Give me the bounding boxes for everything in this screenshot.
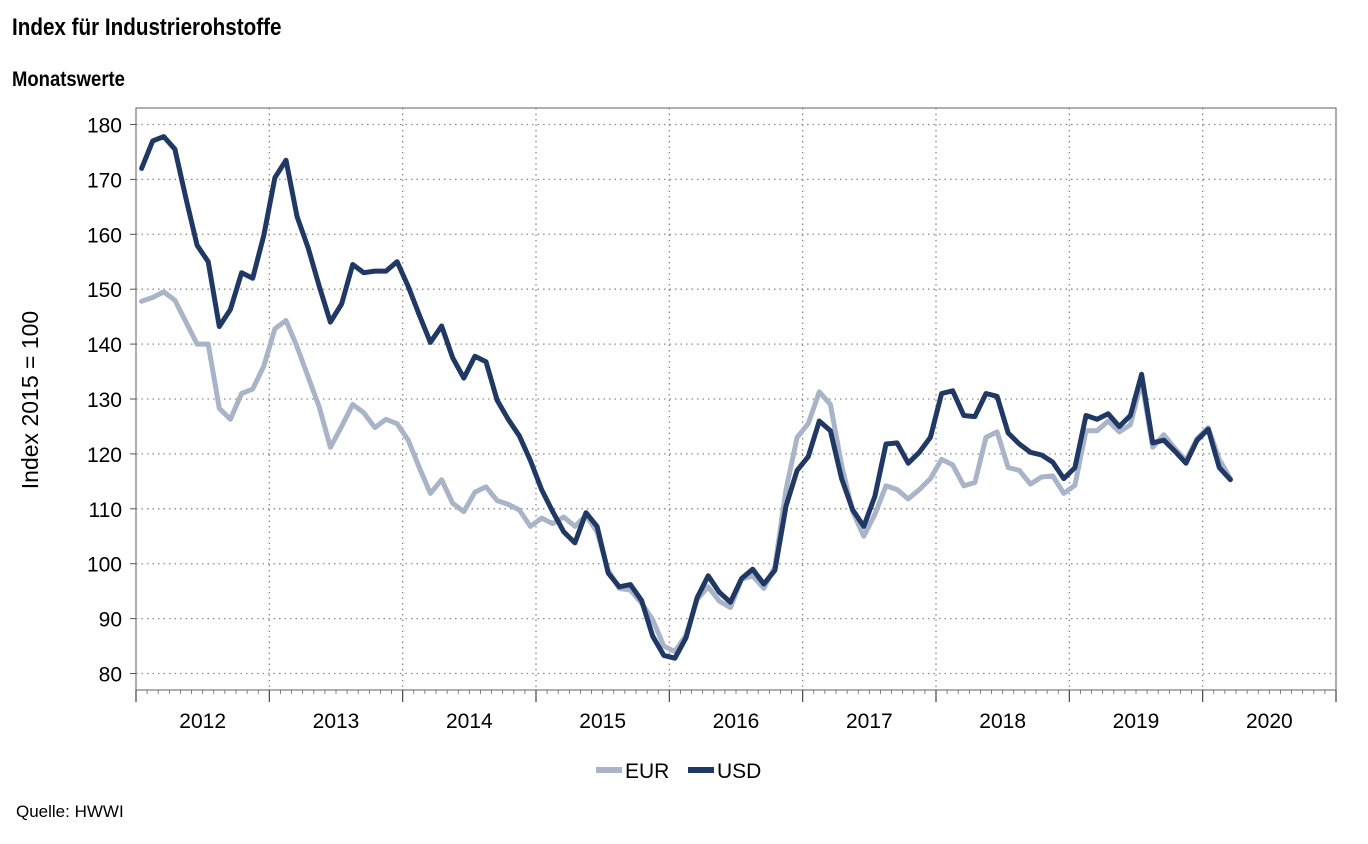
y-tick-label: 100 — [87, 554, 122, 577]
x-tick-label: 2014 — [446, 710, 493, 733]
x-tick-label: 2015 — [579, 710, 626, 733]
series-line-eur — [139, 289, 1233, 655]
chart-subtitle: Monatswerte — [12, 68, 125, 91]
x-tick-label: 2020 — [1246, 710, 1293, 733]
grid-lines — [136, 108, 1336, 690]
y-tick-label: 180 — [87, 114, 122, 137]
chart-title: Index für Industrierohstoffe — [12, 14, 282, 41]
legend-label-usd: USD — [717, 760, 761, 783]
y-tick-label: 130 — [87, 389, 122, 412]
y-tick-label: 120 — [87, 444, 122, 467]
x-axis: 2012 2013 2014 2015 2016 2017 2018 2019 2020 — [135, 690, 1337, 733]
y-tick-label: 160 — [87, 224, 122, 247]
x-tick-label: 2017 — [846, 710, 893, 733]
y-axis: 80 90 100 110 120 130 140 150 160 170 180 — [87, 114, 136, 687]
y-tick-label: 140 — [87, 334, 122, 357]
legend: EUR USD — [596, 760, 761, 783]
source-note: Quelle: HWWI — [16, 802, 124, 821]
x-tick-label: 2012 — [179, 710, 226, 733]
x-tick-label: 2016 — [713, 710, 760, 733]
y-tick-label: 90 — [99, 609, 122, 632]
y-axis-label: Index 2015 = 100 — [17, 311, 43, 489]
series-line-usd — [139, 134, 1233, 661]
series-lines — [139, 134, 1233, 661]
x-tick-label: 2018 — [979, 710, 1026, 733]
y-tick-label: 80 — [99, 664, 122, 687]
legend-label-eur: EUR — [625, 760, 669, 783]
y-tick-label: 170 — [87, 169, 122, 192]
x-tick-label: 2013 — [313, 710, 360, 733]
x-tick-label: 2019 — [1113, 710, 1160, 733]
y-tick-label: 150 — [87, 279, 122, 302]
y-tick-label: 110 — [89, 499, 122, 522]
